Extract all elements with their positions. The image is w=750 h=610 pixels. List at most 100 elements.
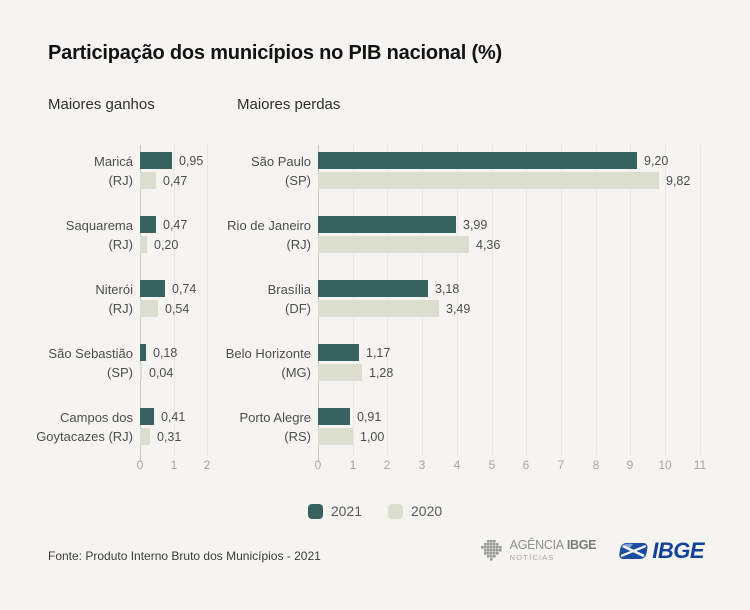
ibge-logo: IBGE	[614, 538, 704, 564]
value-label: 4,36	[476, 237, 501, 252]
gridline	[492, 145, 493, 455]
bar-2020	[318, 172, 659, 189]
bar-2020	[140, 428, 150, 445]
category-label-line: (SP)	[107, 364, 133, 380]
bar-line-2021: 0,47	[140, 216, 187, 233]
category-label-line: (RJ)	[108, 236, 133, 252]
axis-tick-label: 7	[557, 458, 565, 472]
value-label: 0,47	[163, 217, 188, 232]
bar-line-2020: 1,00	[318, 428, 384, 445]
gridline	[207, 145, 208, 455]
chart-group: Brasília (DF) 3,18 3,49	[190, 280, 750, 317]
bar-2020	[318, 428, 353, 445]
bar-line-2021: 0,74	[140, 280, 196, 297]
bar-line-2021: 3,99	[318, 216, 500, 233]
legend-label-2020: 2020	[411, 503, 443, 519]
chart-panel-gains: Maricá (RJ) 0,95 0,47 Saquarema (RJ) 0,47 0,20 N…	[0, 145, 260, 480]
category-label: São Paulo (SP)	[190, 152, 318, 189]
value-label: 0,41	[161, 409, 186, 424]
bar-2020	[140, 364, 142, 381]
legend-item-2021: 2021	[307, 503, 362, 519]
chart-group: São Paulo (SP) 9,20 9,82	[190, 152, 750, 189]
legend-label-2021: 2021	[330, 503, 362, 519]
chart-group: Niterói (RJ) 0,74 0,54	[0, 280, 260, 317]
gridline	[561, 145, 562, 455]
gridline	[700, 145, 701, 455]
value-label: 0,18	[153, 345, 178, 360]
value-label: 9,20	[644, 153, 669, 168]
axis-tick-label: 4	[453, 458, 461, 472]
bar-2020	[318, 364, 362, 381]
category-label-line: (DF)	[285, 300, 311, 316]
ibge-icon	[619, 543, 648, 559]
bar-2021	[318, 152, 637, 169]
bar-line-2020: 9,82	[318, 172, 690, 189]
category-label-line: Maricá	[93, 153, 133, 169]
category-label: Brasília (DF)	[190, 280, 318, 317]
category-label-line: Brasília	[267, 281, 311, 297]
value-label: 1,28	[369, 365, 394, 380]
bar-2021	[140, 280, 165, 297]
value-label: 3,49	[446, 301, 471, 316]
value-label: 0,91	[357, 409, 382, 424]
bar-line-2020: 4,36	[318, 236, 500, 253]
panel-title-losses: Maiores perdas	[237, 96, 341, 113]
chart-group: Rio de Janeiro (RJ) 3,99 4,36	[190, 216, 750, 253]
category-label-line: (RJ)	[108, 172, 133, 188]
gridline	[526, 145, 527, 455]
bar-line-2020: 0,47	[140, 172, 203, 189]
value-label: 0,47	[163, 173, 188, 188]
agencia-ibge-word: IBGE	[566, 537, 597, 552]
value-label: 0,31	[157, 429, 182, 444]
bar-line-2021: 0,91	[318, 408, 384, 425]
axis-tick-label: 0	[136, 458, 144, 472]
chart-panel-losses: São Paulo (SP) 9,20 9,82 Rio de Janeiro (RJ) 3…	[190, 145, 750, 480]
category-label: Porto Alegre (RS)	[190, 408, 318, 445]
category-label-line: Rio de Janeiro	[227, 217, 311, 233]
bar-line-2021: 1,17	[318, 344, 393, 361]
source-note: Fonte: Produto Interno Bruto dos Municíp…	[48, 549, 321, 563]
bar-line-2020: 0,54	[140, 300, 196, 317]
chart-group: Campos dos Goytacazes (RJ) 0,41 0,31	[0, 408, 260, 445]
category-label-line: Porto Alegre	[239, 409, 311, 425]
bar-line-2020: 0,20	[140, 236, 187, 253]
category-label-line: Saquarema	[65, 217, 133, 233]
bar-2021	[140, 152, 172, 169]
value-label: 3,99	[463, 217, 488, 232]
category-label: Maricá (RJ)	[0, 152, 140, 189]
value-label: 1,17	[366, 345, 391, 360]
chart-group: São Sebastião (SP) 0,18 0,04	[0, 344, 260, 381]
bar-2020	[140, 172, 156, 189]
value-label: 0,74	[172, 281, 197, 296]
axis-tick-label: 8	[592, 458, 600, 472]
axis-tick-label: 10	[658, 458, 672, 472]
bar-line-2021: 3,18	[318, 280, 470, 297]
axis-tick-label: 11	[693, 458, 707, 472]
chart-group: Maricá (RJ) 0,95 0,47	[0, 152, 260, 189]
category-label-line: (RJ)	[108, 300, 133, 316]
value-label: 0,95	[179, 153, 204, 168]
value-label: 0,04	[149, 365, 174, 380]
chart-area: Maricá (RJ) 0,95 0,47 Saquarema (RJ) 0,47 0,20 N…	[0, 145, 750, 480]
bar-2021	[318, 216, 456, 233]
legend-item-2020: 2020	[388, 503, 442, 519]
bar-line-2021: 0,18	[140, 344, 177, 361]
page-title: Participação dos municípios no PIB nacio…	[48, 42, 503, 64]
value-label: 0,54	[165, 301, 190, 316]
category-label: Rio de Janeiro (RJ)	[190, 216, 318, 253]
chart-group: Belo Horizonte (MG) 1,17 1,28	[190, 344, 750, 381]
agencia-ibge-logo: AGÊNCIA IBGE NOTÍCIAS	[480, 537, 597, 564]
legend-swatch-2020	[388, 503, 403, 519]
category-label-line: São Sebastião	[48, 345, 133, 361]
bar-rows: São Paulo (SP) 9,20 9,82 Rio de Janeiro (RJ) 3…	[190, 145, 750, 445]
category-label-line: (SP)	[285, 172, 311, 188]
axis-tick-label: 6	[522, 458, 530, 472]
axis-tick-label: 3	[418, 458, 426, 472]
agencia-logo-text: AGÊNCIA IBGE NOTÍCIAS	[510, 537, 597, 564]
bar-2021	[318, 344, 359, 361]
category-label-line: (RJ)	[286, 236, 311, 252]
bar-line-2021: 0,41	[140, 408, 185, 425]
legend-swatch-2021	[307, 503, 323, 519]
bar-2021	[318, 408, 350, 425]
